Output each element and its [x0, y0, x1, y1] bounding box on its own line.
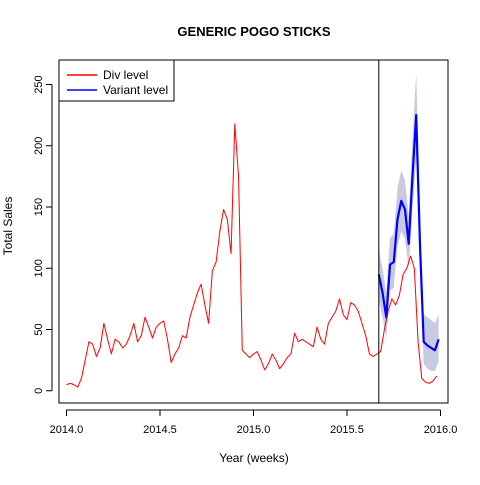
axis-layer: 2014.0 2014.5 2015.0 2015.5 2016.0 0 50 100 150 2…: [33, 75, 457, 436]
legend-label-div-level: Div level: [103, 68, 148, 82]
y-tick-label: 200: [33, 137, 45, 155]
y-tick-label: 50: [33, 323, 45, 335]
y-tick-label: 150: [33, 198, 45, 216]
y-tick-label: 0: [33, 388, 45, 394]
legend-box: [58, 59, 175, 102]
y-tick-label: 100: [33, 259, 45, 277]
y-tick-label: 250: [33, 75, 45, 93]
series-line-div-level: [66, 123, 438, 388]
x-tick-label: 2014.5: [143, 424, 177, 436]
x-tick-label: 2016.0: [424, 424, 458, 436]
x-tick-label: 2015.0: [237, 424, 271, 436]
x-tick-label: 2014.0: [50, 424, 84, 436]
x-axis-label: Year (weeks): [219, 451, 289, 465]
confidence-band-layer: [378, 72, 439, 372]
series-line-variant-level: [377, 114, 440, 352]
legend-label-variant-level: Variant level: [103, 83, 168, 97]
legend: Div level Variant level: [58, 59, 175, 102]
forecast-confidence-band: [378, 72, 439, 372]
chart-title: GENERIC POGO STICKS: [177, 24, 330, 39]
series-line-layer: [66, 60, 440, 403]
y-axis-label: Total Sales: [1, 197, 15, 256]
plot-frame: [58, 59, 449, 404]
x-tick-label: 2015.5: [330, 424, 364, 436]
